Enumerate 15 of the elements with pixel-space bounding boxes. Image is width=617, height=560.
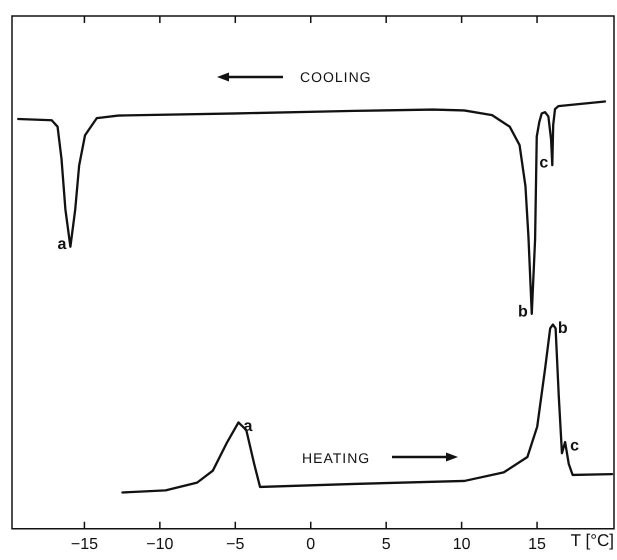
annotation: b <box>558 320 568 337</box>
x-tick-label: 0 <box>306 536 316 553</box>
annotation: HEATING <box>302 450 370 466</box>
annotation: c <box>570 437 580 454</box>
x-tick-label: −15 <box>70 536 98 553</box>
x-tick-label: −10 <box>146 536 174 553</box>
text: COOLING <box>300 69 372 85</box>
annotation: c <box>539 154 548 172</box>
annotation: a <box>57 236 66 254</box>
x-tick-label: 10 <box>452 536 471 553</box>
x-tick-label: 15 <box>528 536 546 553</box>
x-tick-label: 5 <box>382 536 391 553</box>
x-axis-title: T [°C] <box>570 530 614 550</box>
annotation: b <box>518 303 528 320</box>
x-tick-label: −5 <box>226 536 245 553</box>
